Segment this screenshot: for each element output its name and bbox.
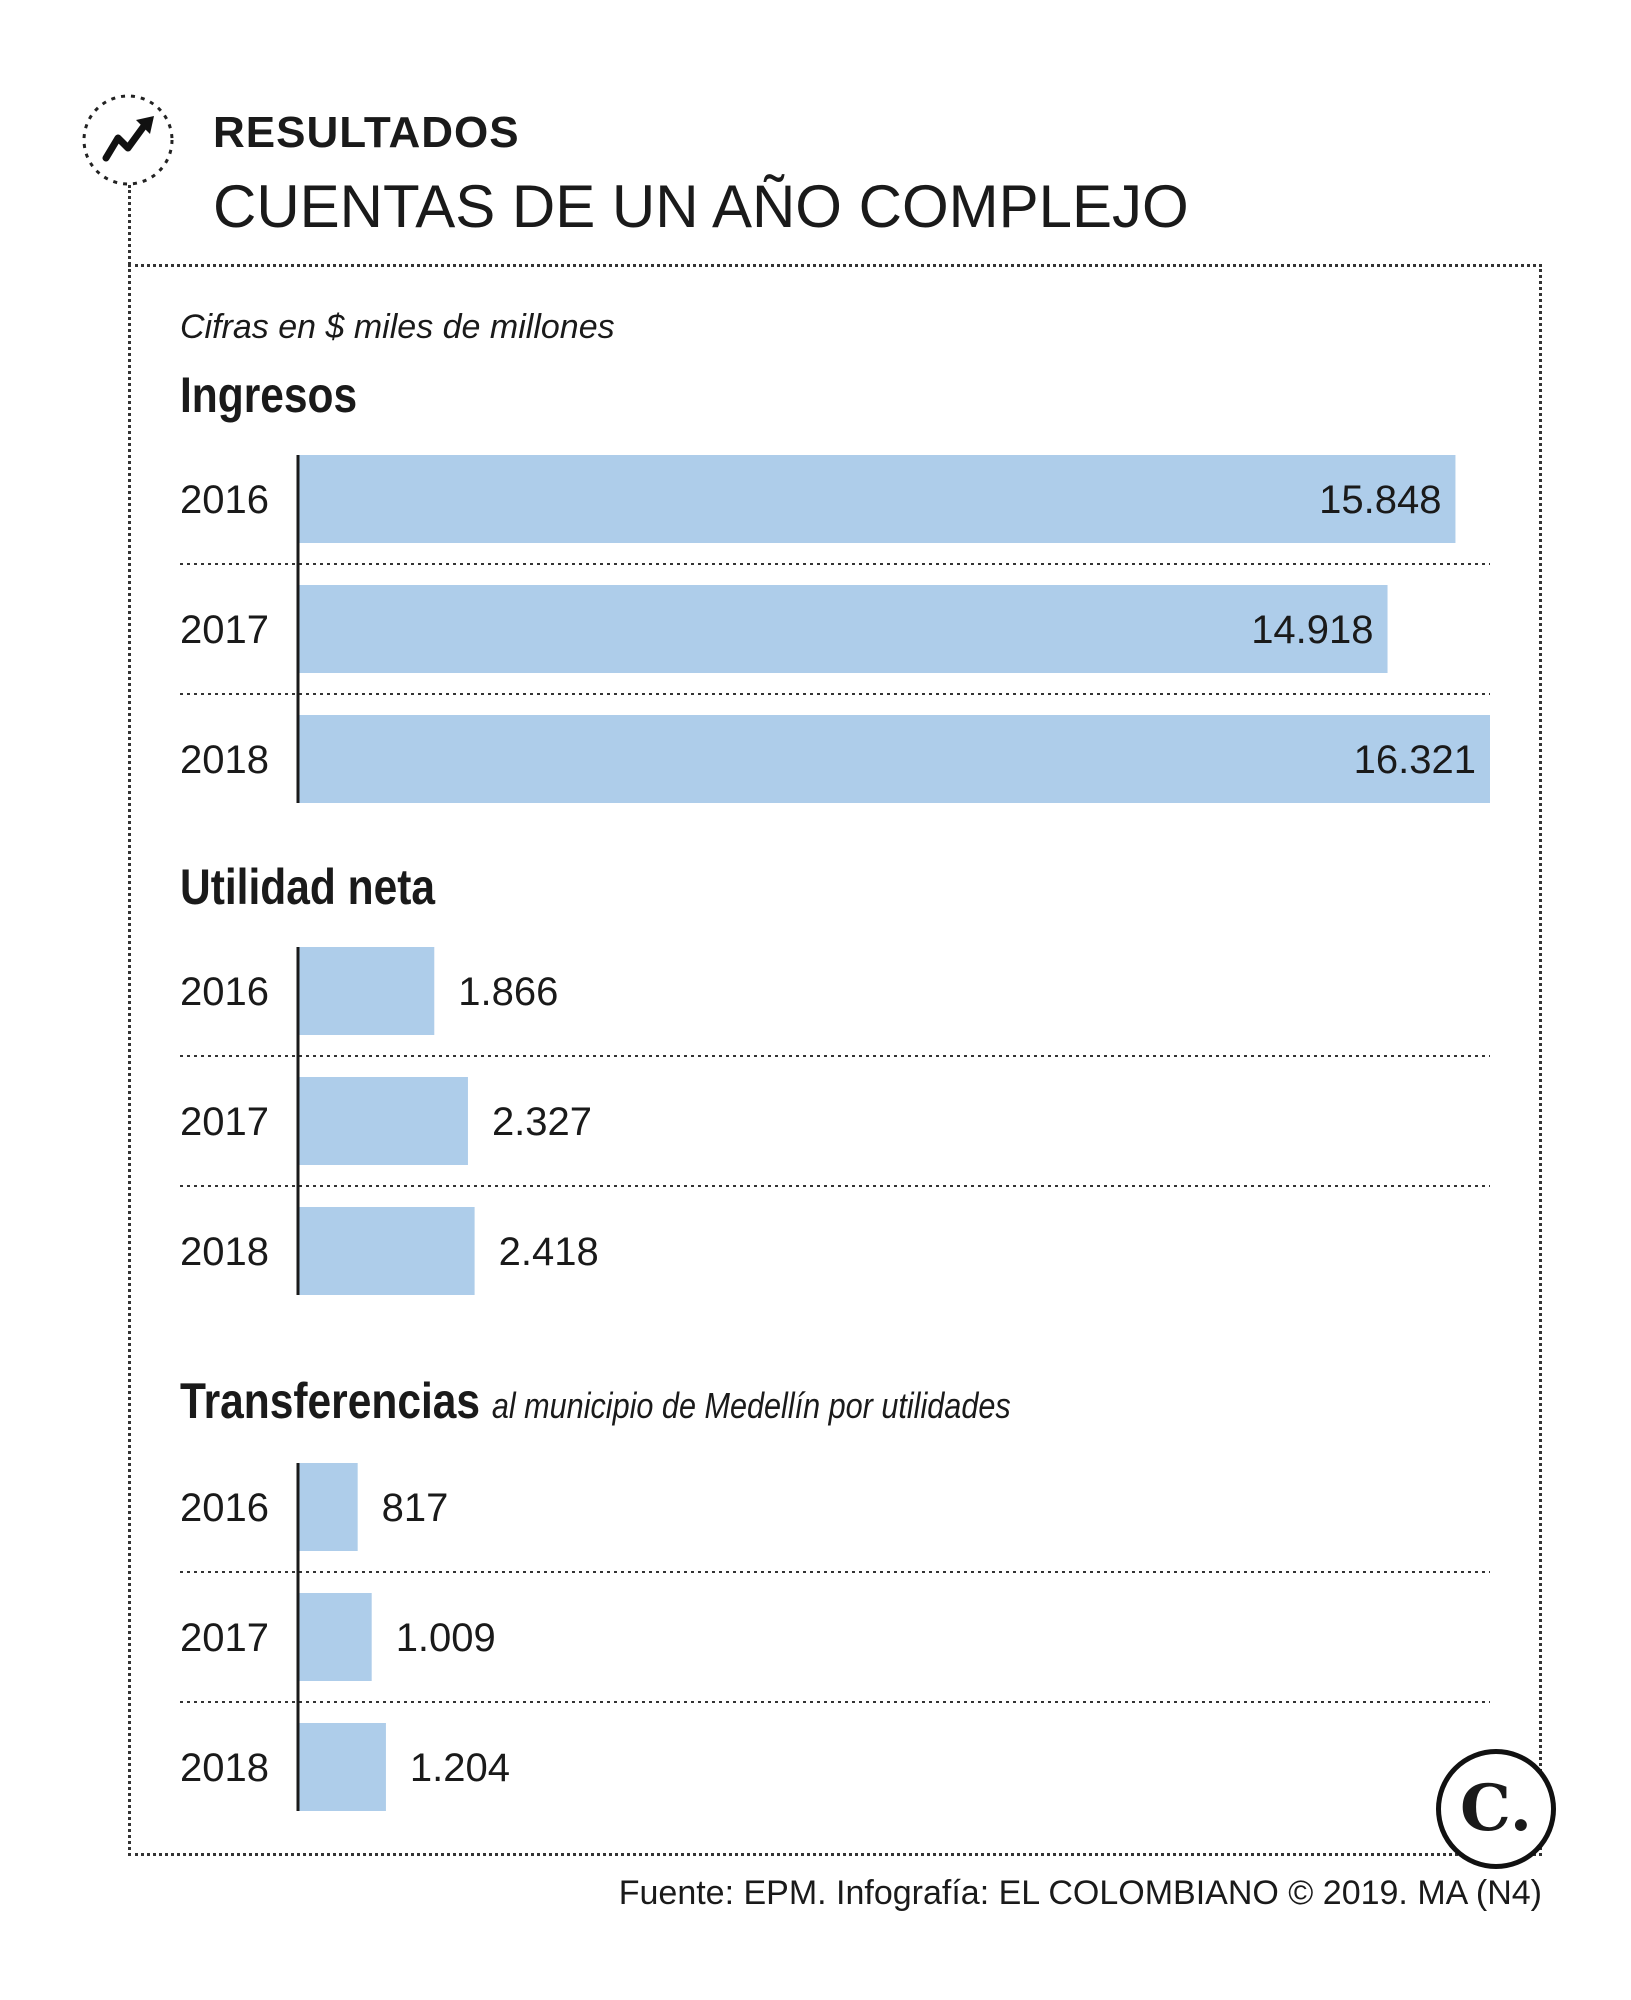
trending-up-icon — [80, 92, 176, 193]
headline: CUENTAS DE UN AÑO COMPLEJO — [213, 173, 1189, 240]
el-colombiano-logo: C. — [1436, 1749, 1556, 1869]
category-label: 2016 — [180, 478, 269, 522]
bar — [298, 1077, 468, 1165]
category-label: 2016 — [180, 970, 269, 1014]
value-label: 2.418 — [499, 1230, 599, 1274]
bar — [298, 1463, 358, 1551]
bar — [298, 715, 1490, 803]
value-label: 2.327 — [492, 1100, 592, 1144]
value-label: 16.321 — [1354, 738, 1476, 782]
kicker: RESULTADOS — [213, 108, 520, 157]
value-label: 1.009 — [396, 1616, 496, 1660]
section-subtitle: al municipio de Medellín por utilidades — [491, 1385, 1011, 1426]
bar — [298, 1207, 475, 1295]
section-title-text: Transferencias — [180, 1373, 481, 1429]
bar — [298, 947, 435, 1035]
section-title-ingresos: Ingresos — [180, 366, 357, 424]
value-label: 1.204 — [410, 1746, 510, 1790]
section-title-transferencias: Transferencias al municipio de Medellín … — [180, 1372, 1011, 1430]
category-label: 2017 — [180, 608, 269, 652]
bar — [298, 455, 1456, 543]
value-label: 15.848 — [1319, 478, 1441, 522]
bar — [298, 1593, 372, 1681]
source-credit: Fuente: EPM. Infografía: EL COLOMBIANO ©… — [618, 1874, 1542, 1912]
category-label: 2016 — [180, 1486, 269, 1530]
section-title-text: Ingresos — [180, 367, 358, 423]
value-label: 1.866 — [458, 970, 558, 1014]
section-title-utilidad: Utilidad neta — [180, 858, 435, 916]
bar — [298, 585, 1388, 673]
category-label: 2018 — [180, 1746, 269, 1790]
value-label: 14.918 — [1251, 608, 1373, 652]
category-label: 2018 — [180, 1230, 269, 1274]
chart-frame — [128, 264, 1542, 1856]
bar — [298, 1723, 386, 1811]
value-label: 817 — [382, 1486, 449, 1530]
frame-connector — [128, 185, 131, 265]
category-label: 2018 — [180, 738, 269, 782]
category-label: 2017 — [180, 1616, 269, 1660]
section-title-text: Utilidad neta — [180, 859, 436, 915]
category-label: 2017 — [180, 1100, 269, 1144]
units-note: Cifras en $ miles de millones — [180, 308, 615, 346]
